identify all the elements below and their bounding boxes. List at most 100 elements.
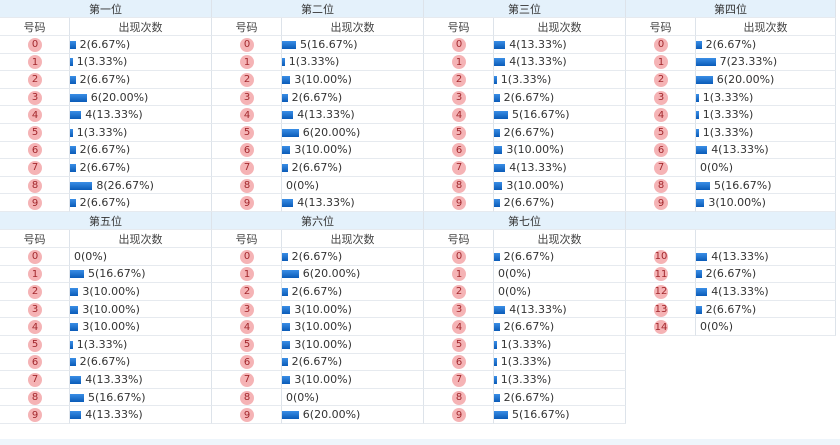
count-cell: 0(0%) xyxy=(696,318,836,336)
number-cell: 4 xyxy=(212,318,282,336)
number-cell: 6 xyxy=(424,353,494,372)
count-bar xyxy=(696,111,699,120)
count-label: 5(16.67%) xyxy=(512,108,570,122)
number-ball: 1 xyxy=(654,55,668,70)
number-cell: 2 xyxy=(212,71,282,89)
number-cell: 1 xyxy=(424,53,494,72)
number-cell: 11 xyxy=(626,265,696,284)
count-label: 4(13.33%) xyxy=(297,108,355,122)
count-label: 6(20.00%) xyxy=(302,408,361,422)
count-label: 1(3.33%) xyxy=(76,125,128,139)
count-cell: 2(6.67%) xyxy=(70,36,212,54)
count-cell: 2(6.67%) xyxy=(282,353,424,372)
count-cell: 1(3.33%) xyxy=(696,88,836,107)
section-title: 第四位 xyxy=(626,0,836,18)
count-bar xyxy=(282,40,296,49)
number-ball: 9 xyxy=(452,196,466,211)
count-cell: 1(3.33%) xyxy=(70,53,212,72)
number-cell: 8 xyxy=(212,176,282,195)
count-label: 4(13.33%) xyxy=(711,143,769,157)
count-cell: 4(13.33%) xyxy=(70,371,212,389)
number-ball: 8 xyxy=(28,178,42,193)
number-ball: 4 xyxy=(28,108,42,123)
count-bar xyxy=(282,93,288,102)
number-ball: 8 xyxy=(452,178,466,193)
number-cell: 3 xyxy=(0,88,70,107)
number-cell: 7 xyxy=(424,159,494,177)
number-ball: 9 xyxy=(28,408,42,423)
column-header: 出现次数 xyxy=(282,230,424,248)
number-ball: 8 xyxy=(240,178,254,193)
column-header: 号码 xyxy=(626,18,696,36)
count-bar xyxy=(494,128,500,137)
number-cell: 6 xyxy=(212,353,282,372)
number-cell: 0 xyxy=(212,248,282,266)
count-bar xyxy=(696,93,699,102)
number-ball: 2 xyxy=(28,284,42,299)
number-cell: 7 xyxy=(626,159,696,177)
number-ball: 4 xyxy=(240,108,254,123)
count-bar xyxy=(494,181,503,190)
number-ball: 3 xyxy=(452,90,466,105)
number-ball: 3 xyxy=(240,302,254,317)
count-label: 2(6.67%) xyxy=(503,320,555,334)
section-title: 第三位 xyxy=(424,0,626,18)
number-ball: 4 xyxy=(654,108,668,123)
count-cell: 4(13.33%) xyxy=(494,36,626,54)
count-bar xyxy=(70,340,73,349)
number-cell: 3 xyxy=(0,300,70,319)
count-label: 2(6.67%) xyxy=(705,37,757,51)
number-ball: 0 xyxy=(28,37,42,52)
number-cell: 4 xyxy=(626,106,696,124)
count-label: 1(3.33%) xyxy=(500,355,552,369)
column-header xyxy=(696,230,836,248)
number-cell: 0 xyxy=(424,36,494,54)
count-label: 3(10.00%) xyxy=(294,302,352,316)
number-ball: 1 xyxy=(28,267,42,282)
count-cell: 1(3.33%) xyxy=(70,336,212,354)
section-title: 第一位 xyxy=(0,0,212,18)
number-ball: 0 xyxy=(240,37,254,52)
number-ball: 7 xyxy=(28,160,42,175)
number-cell: 5 xyxy=(424,124,494,142)
number-ball: 0 xyxy=(452,249,466,264)
count-bar xyxy=(494,358,497,367)
count-cell: 2(6.67%) xyxy=(70,353,212,372)
count-cell: 6(20.00%) xyxy=(696,71,836,89)
count-label: 1(3.33%) xyxy=(702,125,754,139)
count-label: 1(3.33%) xyxy=(288,55,340,69)
count-bar xyxy=(494,199,500,208)
number-cell: 1 xyxy=(0,265,70,284)
count-bar xyxy=(494,305,506,314)
count-bar xyxy=(282,111,294,120)
count-cell: 1(3.33%) xyxy=(696,106,836,124)
count-bar xyxy=(282,305,291,314)
count-bar xyxy=(282,287,288,296)
count-bar xyxy=(494,58,506,67)
count-cell: 4(13.33%) xyxy=(696,283,836,301)
count-cell: 2(6.67%) xyxy=(70,141,212,160)
count-bar xyxy=(494,340,497,349)
number-cell: 9 xyxy=(0,194,70,212)
column-header: 出现次数 xyxy=(494,230,626,248)
number-ball: 0 xyxy=(240,249,254,264)
count-label: 1(3.33%) xyxy=(500,337,552,351)
number-cell: 3 xyxy=(424,88,494,107)
count-cell: 0(0%) xyxy=(494,265,626,284)
number-cell: 9 xyxy=(626,194,696,212)
count-label: 8(26.67%) xyxy=(96,178,154,192)
count-cell: 3(10.00%) xyxy=(70,318,212,336)
column-header: 号码 xyxy=(424,18,494,36)
count-cell: 5(16.67%) xyxy=(696,176,836,195)
number-ball: 8 xyxy=(654,178,668,193)
number-cell: 2 xyxy=(424,283,494,301)
column-header: 号码 xyxy=(212,230,282,248)
count-label: 5(16.67%) xyxy=(512,408,570,422)
column-header: 号码 xyxy=(0,230,70,248)
count-label: 4(13.33%) xyxy=(85,408,143,422)
number-ball: 3 xyxy=(240,90,254,105)
number-ball: 2 xyxy=(452,72,466,87)
count-label: 3(10.00%) xyxy=(82,284,140,298)
count-bar xyxy=(70,270,84,279)
count-label: 3(10.00%) xyxy=(294,143,352,157)
